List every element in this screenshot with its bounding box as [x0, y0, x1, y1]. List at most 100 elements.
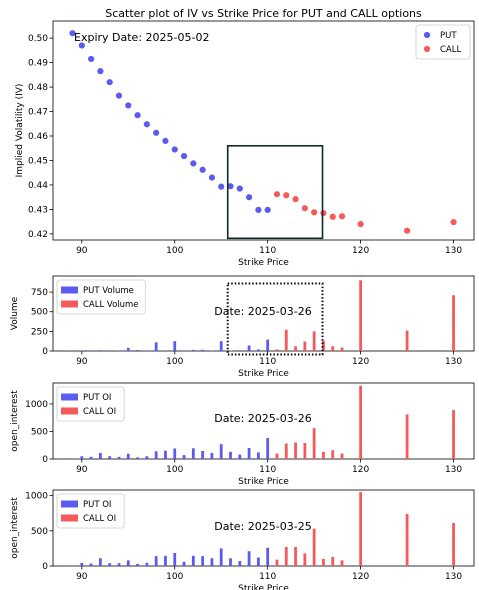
y-tick-label: 0: [42, 562, 48, 572]
put-oi-bar: [145, 562, 149, 566]
chart-open-interest-0325: 90 100 110 120 130 0 500 1000 Strike Price open_i…: [10, 489, 475, 590]
call-volume-bar: [284, 329, 288, 351]
put-oi-bar: [219, 548, 223, 566]
x-tick-label: 120: [352, 465, 369, 475]
call-oi-bar: [312, 428, 316, 459]
put-point: [143, 121, 150, 128]
legend-label: CALL OI: [83, 407, 116, 417]
y-tick-label: 0.49: [28, 59, 48, 69]
call-oi-bar: [312, 528, 316, 566]
chart-volume-bars: 90 100 110 120 130 0 250 500 750 Strike Price Volu…: [10, 275, 475, 379]
legend-swatch: [61, 393, 78, 401]
y-tick-label: 0.47: [28, 108, 48, 118]
put-oi-bar: [191, 448, 195, 459]
put-oi-bar: [98, 558, 102, 566]
call-oi-bar: [294, 442, 297, 459]
put-volume-bar: [219, 341, 223, 351]
put-volume-bar: [89, 350, 93, 351]
put-volume-bar: [191, 349, 195, 351]
x-tick-label: 130: [445, 572, 462, 582]
legend-marker: [423, 45, 431, 53]
call-oi-bar: [405, 414, 409, 459]
put-oi-bar: [238, 454, 242, 459]
put-point: [97, 68, 104, 75]
y-tick-label: 0.43: [28, 205, 48, 215]
date-annotation: Date: 2025-03-25: [214, 520, 311, 533]
call-oi-bar: [284, 547, 288, 566]
chart-iv-scatter: Scatter plot of IV vs Strike Price for P…: [15, 7, 475, 268]
put-volume-bar: [173, 341, 177, 351]
date-annotation: Date: 2025-03-26: [214, 412, 311, 425]
y-tick-label: 0: [42, 455, 48, 465]
call-point: [273, 191, 281, 198]
call-oi-bar: [284, 443, 288, 459]
put-oi-bar: [210, 558, 214, 566]
call-oi-bar: [340, 453, 344, 459]
call-oi-bar: [359, 492, 363, 566]
put-oi-bar: [136, 563, 139, 566]
legend-box: [56, 279, 146, 315]
put-point: [171, 146, 178, 153]
y-tick-label: 750: [31, 288, 48, 298]
put-oi-bar: [145, 456, 149, 459]
put-volume-bar: [201, 349, 205, 351]
x-tick-label: 130: [445, 246, 462, 256]
y-tick-label: 0.42: [28, 230, 48, 240]
call-point: [311, 209, 318, 216]
x-tick-label: 90: [76, 465, 88, 475]
call-volume-bar: [452, 295, 455, 351]
put-volume-bar: [247, 345, 251, 351]
call-volume-bar: [359, 280, 363, 351]
y-tick-label: 500: [31, 308, 48, 318]
put-point: [264, 206, 271, 214]
legend-swatch: [61, 300, 78, 308]
put-oi-bar: [117, 456, 121, 459]
call-volume-bar: [331, 346, 335, 351]
put-oi-bar: [173, 552, 177, 566]
legend-swatch: [61, 286, 78, 294]
put-point: [78, 42, 85, 49]
put-point: [190, 160, 197, 167]
put-point: [153, 129, 160, 136]
put-oi-bar: [80, 456, 84, 459]
call-point: [283, 192, 290, 199]
put-oi-bar: [117, 563, 121, 566]
put-oi-bar: [126, 453, 130, 459]
call-oi-bar: [340, 560, 344, 566]
chart-open-interest-0326: 90 100 110 120 130 0 500 1000 Strike Price open_i…: [10, 382, 475, 487]
call-volume-bar: [294, 346, 297, 351]
highlight-box-dotted: [226, 282, 324, 356]
put-point: [180, 152, 188, 160]
legend-swatch: [61, 514, 78, 522]
date-annotation: Date: 2025-03-26: [214, 305, 311, 318]
x-tick-label: 100: [166, 357, 183, 367]
put-point: [106, 79, 113, 86]
put-oi-bar: [126, 560, 130, 566]
y-tick-label: 0.50: [28, 34, 48, 44]
x-tick-label: 120: [352, 246, 369, 256]
call-oi-bar: [331, 556, 335, 566]
put-oi-bar: [89, 456, 93, 459]
put-oi-bar: [266, 438, 270, 459]
call-volume-bar: [312, 331, 316, 351]
date-annotation: Expiry Date: 2025-05-02: [74, 31, 209, 44]
x-axis-label: Strike Price: [238, 584, 289, 590]
put-oi-bar: [182, 455, 186, 459]
put-oi-bar: [80, 562, 84, 566]
y-tick-label: 500: [31, 427, 48, 437]
put-oi-bar: [201, 451, 205, 459]
call-oi-bar: [303, 443, 307, 459]
put-oi-bar: [108, 563, 112, 566]
call-oi-bar: [322, 558, 325, 566]
call-volume-bar: [303, 341, 307, 351]
put-volume-bar: [256, 349, 260, 351]
y-tick-label: 500: [31, 527, 48, 537]
x-tick-label: 130: [445, 465, 462, 475]
legend-label: PUT OI: [83, 393, 111, 403]
put-point: [255, 206, 262, 214]
legend-swatch: [61, 500, 78, 508]
put-point: [69, 30, 76, 37]
put-point: [162, 137, 169, 144]
x-tick-label: 110: [259, 357, 276, 367]
